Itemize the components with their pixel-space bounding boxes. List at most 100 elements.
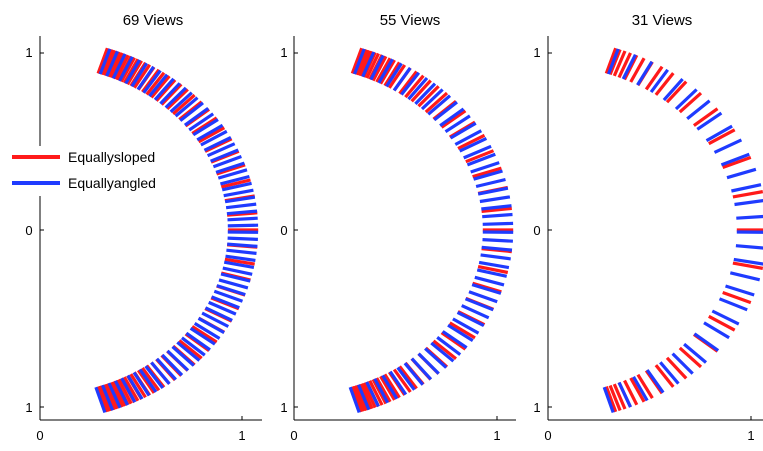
equally-angled-mark [227, 236, 258, 241]
equally-sloped-mark [371, 378, 388, 405]
equally-angled-mark [200, 129, 228, 147]
equally-angled-mark [138, 368, 158, 393]
equally-angled-mark [174, 96, 199, 118]
equally-sloped-mark [122, 376, 140, 402]
equally-sloped-mark [96, 386, 109, 413]
equally-sloped-mark [355, 384, 369, 411]
equally-sloped-mark [465, 149, 495, 164]
equally-angled-mark [478, 260, 510, 270]
equally-sloped-mark [107, 51, 122, 78]
equally-angled-mark [617, 381, 632, 408]
equally-angled-mark [482, 212, 513, 219]
equally-angled-mark [227, 242, 258, 248]
equally-sloped-mark [350, 47, 364, 74]
equally-angled-mark [196, 123, 224, 142]
equally-angled-mark [449, 121, 477, 140]
equally-sloped-mark [678, 346, 703, 369]
equally-angled-mark [142, 69, 162, 94]
equally-sloped-mark [654, 364, 675, 388]
y-tick-label: 0 [280, 223, 287, 238]
equally-sloped-mark [109, 381, 125, 408]
equally-angled-mark [197, 316, 225, 334]
y-tick-label: 1 [25, 45, 32, 60]
equally-angled-mark [452, 317, 480, 335]
equally-angled-mark [209, 148, 239, 163]
equally-sloped-mark [665, 80, 688, 104]
equally-angled-mark [164, 86, 188, 109]
equally-angled-mark [130, 62, 149, 88]
equally-angled-mark [226, 209, 258, 216]
equally-angled-mark [161, 353, 184, 377]
equally-sloped-mark [141, 367, 161, 392]
equally-sloped-mark [98, 385, 111, 412]
equally-angled-mark [400, 71, 421, 96]
equally-sloped-mark [623, 379, 639, 406]
equally-sloped-mark [112, 380, 127, 407]
x-tick-label: 0 [544, 428, 551, 443]
equally-angled-mark [369, 54, 385, 81]
equally-angled-mark [223, 188, 254, 198]
equally-angled-mark [208, 300, 237, 316]
equally-angled-mark [731, 183, 762, 193]
equally-sloped-mark [604, 386, 618, 413]
equally-angled-mark [216, 284, 246, 297]
equally-angled-mark [213, 289, 244, 303]
equally-angled-mark [120, 377, 137, 403]
equally-angled-mark [659, 361, 680, 385]
equally-sloped-mark [644, 65, 664, 91]
equally-angled-mark [479, 195, 511, 204]
equally-angled-mark [105, 50, 119, 77]
equally-angled-mark [430, 341, 455, 363]
equally-angled-mark [353, 48, 366, 75]
equally-angled-mark [461, 304, 490, 320]
equally-angled-mark [225, 254, 256, 262]
equally-sloped-mark [398, 70, 418, 95]
equally-angled-mark [726, 167, 757, 180]
equally-sloped-mark [375, 57, 392, 83]
y-tick-label: 0 [533, 223, 540, 238]
equally-angled-mark [118, 56, 134, 82]
equally-angled-mark [220, 272, 251, 283]
equally-angled-mark [150, 361, 171, 385]
equally-sloped-mark [722, 155, 752, 170]
equally-sloped-mark [732, 261, 763, 270]
equally-angled-mark [671, 352, 694, 375]
equally-angled-mark [101, 384, 115, 411]
equally-angled-mark [171, 345, 195, 367]
y-tick-label: 1 [280, 400, 287, 415]
equally-angled-mark [474, 275, 505, 287]
equally-angled-mark [357, 384, 371, 411]
equally-angled-mark [686, 99, 711, 121]
equally-angled-mark [444, 114, 471, 134]
equally-angled-mark [185, 331, 211, 352]
equally-sloped-mark [150, 75, 171, 99]
equally-angled-mark [365, 381, 380, 408]
equally-angled-mark [424, 347, 448, 369]
equally-angled-mark [636, 60, 654, 86]
equally-sloped-mark [654, 72, 675, 96]
equally-sloped-mark [612, 50, 627, 77]
equally-angled-mark [410, 357, 433, 381]
equally-angled-mark [476, 268, 508, 278]
equally-angled-mark [725, 284, 755, 297]
equally-angled-mark [454, 129, 483, 146]
equally-angled-mark [645, 369, 665, 394]
y-tick-label: 1 [533, 45, 540, 60]
equally-sloped-mark [357, 49, 371, 77]
x-tick-label: 0 [36, 428, 43, 443]
equally-angled-mark [211, 295, 240, 310]
x-tick-label: 1 [493, 428, 500, 443]
equally-angled-mark [153, 77, 175, 101]
equally-sloped-mark [136, 369, 156, 394]
equally-angled-mark [201, 311, 230, 328]
equally-sloped-mark [629, 377, 646, 403]
equally-angled-mark [607, 48, 620, 75]
equally-sloped-mark [392, 368, 412, 393]
equally-sloped-mark [708, 314, 736, 332]
equally-angled-mark [414, 82, 437, 106]
y-tick-label: 1 [533, 400, 540, 415]
equally-sloped-mark [117, 378, 133, 405]
equally-angled-mark [136, 65, 155, 91]
equally-sloped-mark [126, 59, 143, 86]
